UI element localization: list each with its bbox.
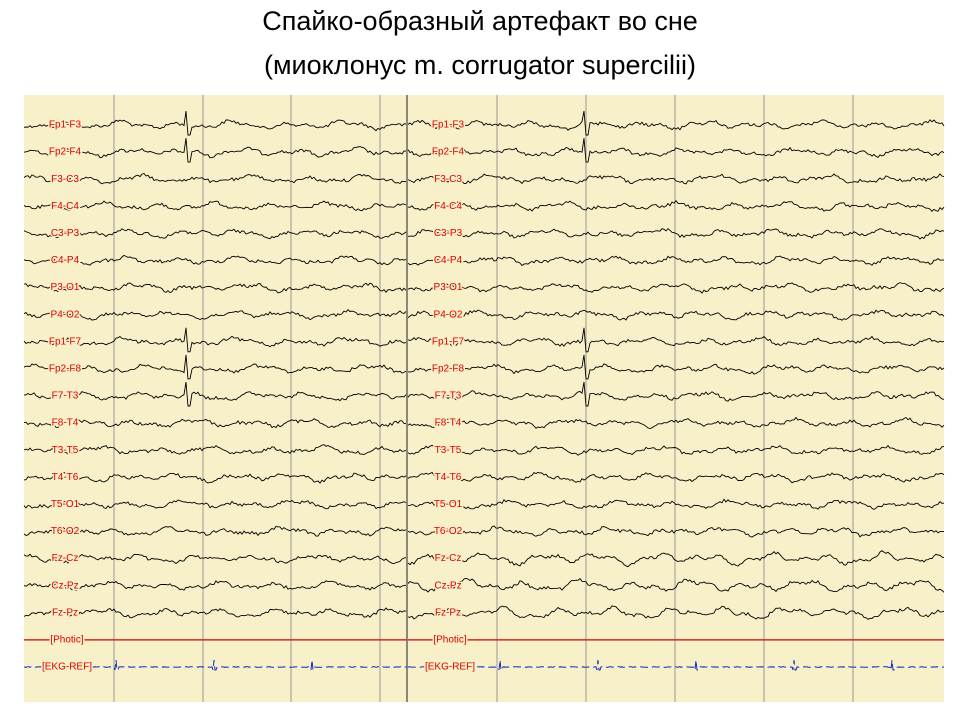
eeg-trace — [407, 577, 945, 593]
eeg-trace — [407, 416, 945, 429]
eeg-trace — [407, 550, 945, 568]
channel-label: F7-T3 — [52, 391, 79, 402]
eeg-trace — [23, 417, 407, 429]
eeg-trace — [23, 327, 407, 353]
channel-label: Fp2-F8 — [49, 364, 82, 375]
eeg-trace — [407, 110, 945, 136]
channel-label: Fp1-F3 — [49, 120, 82, 131]
channel-label: T5-O1 — [434, 499, 463, 510]
eeg-trace — [407, 498, 945, 510]
channel-label: C3-P3 — [434, 228, 463, 239]
channel-label: Fz-Cz — [52, 553, 79, 564]
eeg-trace — [23, 282, 407, 294]
eeg-trace — [407, 605, 945, 620]
eeg-trace — [407, 173, 945, 185]
eeg-trace — [23, 381, 407, 407]
eeg-trace — [23, 172, 407, 185]
eeg-trace — [407, 255, 945, 267]
channel-label: Fz-Pz — [435, 607, 461, 618]
channel-label: F3-C3 — [51, 174, 79, 185]
eeg-trace — [407, 354, 945, 380]
channel-label: Cz-Pz — [51, 580, 78, 591]
channel-label: C4-P4 — [434, 255, 463, 266]
eeg-trace — [407, 444, 945, 456]
channel-label: F7-T3 — [435, 391, 462, 402]
channel-label: F8-T4 — [52, 418, 79, 429]
eeg-trace — [23, 472, 407, 484]
channel-label: [Photic] — [433, 635, 467, 646]
eeg-trace — [23, 580, 407, 591]
channel-label: C4-P4 — [51, 255, 80, 266]
eeg-trace — [23, 444, 407, 455]
channel-label: T6-O2 — [434, 526, 463, 537]
channel-label: [EKG-REF] — [425, 662, 475, 673]
eeg-trace — [23, 254, 407, 266]
channel-label: T6-O2 — [51, 526, 80, 537]
channel-label: T3-T5 — [435, 445, 462, 456]
eeg-trace — [407, 381, 945, 407]
channel-label: F4-C4 — [434, 201, 462, 212]
channel-label: Fz-Cz — [435, 553, 462, 564]
eeg-trace — [407, 282, 945, 294]
eeg-trace — [23, 354, 407, 380]
channel-label: Fz-Pz — [52, 607, 78, 618]
eeg-trace — [407, 138, 945, 163]
channel-label: F3-C3 — [434, 174, 462, 185]
channel-label: F4-C4 — [51, 201, 79, 212]
title-line: (миоклонус m. corrugator supercilii) — [263, 50, 697, 80]
channel-label: [Photic] — [50, 635, 84, 646]
channel-label: [EKG-REF] — [42, 662, 92, 673]
eeg-trace — [23, 200, 407, 212]
eeg-trace — [407, 471, 945, 484]
ekg-trace — [23, 659, 408, 671]
channel-label: Cz-Pz — [434, 580, 461, 591]
channel-label: T4-T6 — [435, 472, 462, 483]
eeg-trace — [407, 327, 945, 353]
eeg-trace — [23, 607, 407, 619]
channel-label: Fp2-F4 — [49, 147, 82, 158]
channel-label: T3-T5 — [52, 445, 79, 456]
channel-label: Fp1-F7 — [432, 336, 465, 347]
title-line: Спайко-образный артефакт во сне — [262, 6, 698, 36]
channel-label: P4-O2 — [434, 309, 463, 320]
eeg-trace — [23, 110, 407, 136]
eeg-trace — [407, 309, 945, 321]
channel-label: T4-T6 — [52, 472, 79, 483]
channel-label: P3-O1 — [51, 282, 80, 293]
channel-label: P3-O1 — [434, 282, 463, 293]
channel-label: Fp1-F7 — [49, 336, 82, 347]
eeg-trace — [23, 138, 407, 163]
channel-label: T5-O1 — [51, 499, 80, 510]
eeg-trace — [23, 553, 407, 565]
channel-label: Fp2-F8 — [432, 364, 465, 375]
channel-label: C3-P3 — [51, 228, 80, 239]
eeg-trace — [407, 525, 945, 538]
eeg-trace — [23, 525, 407, 537]
eeg-trace — [23, 228, 407, 240]
eeg-background — [24, 95, 944, 702]
channel-label: F8-T4 — [435, 418, 462, 429]
channel-label: Fp1-F3 — [432, 120, 465, 131]
channel-label: Fp2-F4 — [432, 147, 465, 158]
eeg-trace — [23, 309, 407, 321]
eeg-trace — [407, 228, 945, 240]
ekg-trace — [407, 659, 944, 671]
eeg-trace — [407, 199, 945, 212]
channel-label: P4-O2 — [51, 309, 80, 320]
eeg-trace — [23, 498, 407, 510]
